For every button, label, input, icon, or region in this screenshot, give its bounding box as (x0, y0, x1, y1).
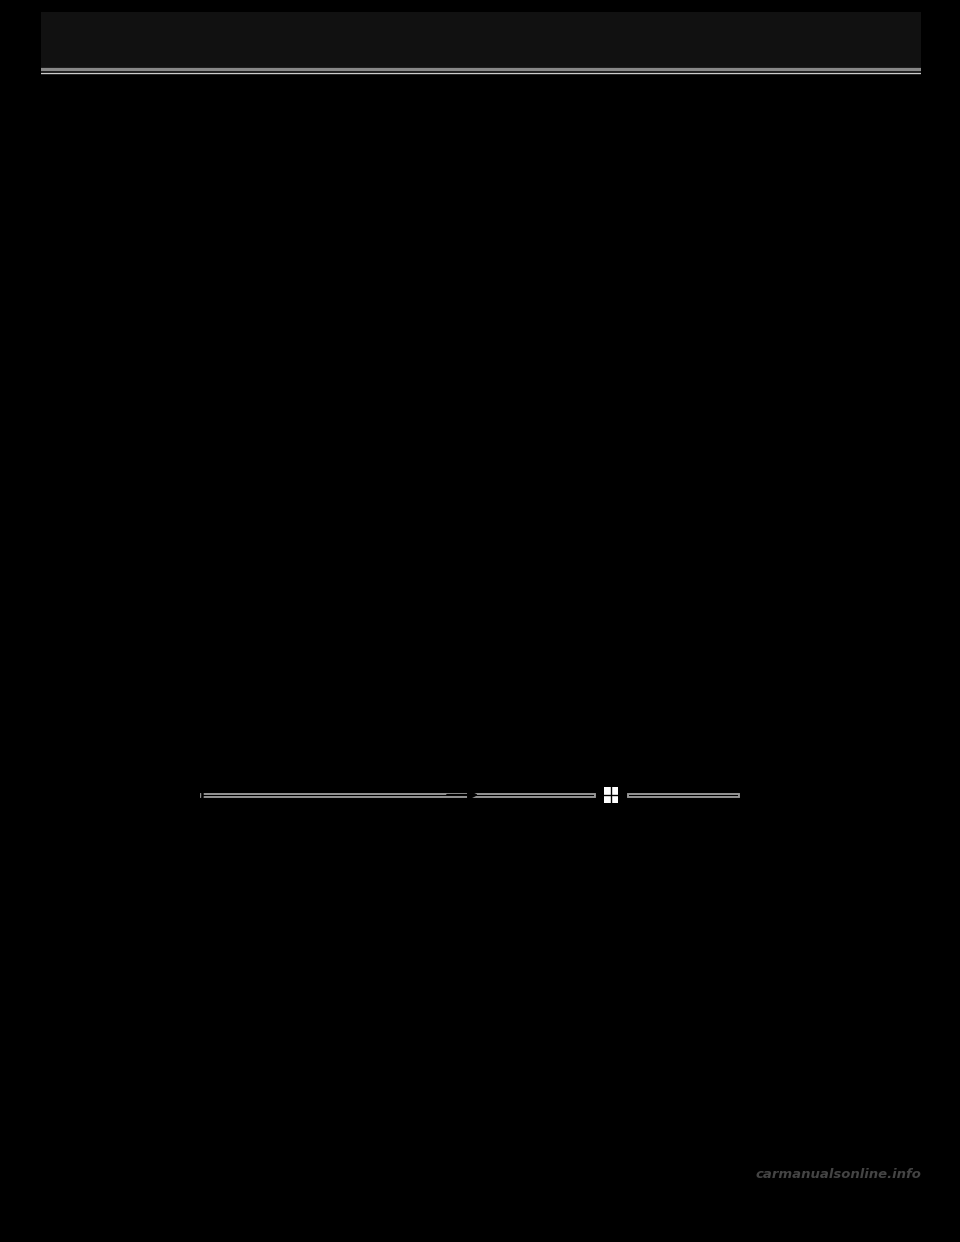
Text: •: • (122, 283, 131, 298)
Text: E34 - Touring 525i and 530i: E34 - Touring 525i and 530i (136, 313, 331, 327)
Text: Strut: Strut (485, 426, 521, 441)
Text: Strut: Strut (485, 1040, 521, 1054)
Text: Control valve: Control valve (597, 821, 694, 836)
Bar (41, 12, 921, 67)
Text: carmanualsonline.info: carmanualsonline.info (756, 1167, 922, 1181)
Text: The self-leveling suspension system is designed to maintain vehicle ride height : The self-leveling suspension system is d… (85, 184, 697, 217)
Text: This module pertains to the hydropneumatic rear suspension system with the engin: This module pertains to the hydropneumat… (85, 129, 721, 181)
Text: E32 - 735 iL, 740iL and 750iL: E32 - 735 iL, 740iL and 750iL (136, 283, 343, 297)
Bar (599, 782, 623, 807)
Text: Tandem pump: Tandem pump (145, 842, 249, 857)
Text: Pressure reservoir: Pressure reservoir (597, 838, 731, 853)
Text: •: • (122, 313, 131, 328)
Text: E38 - 740 iL and 750iL: E38 - 740 iL and 750iL (136, 344, 295, 358)
Text: Level Control Systems: Level Control Systems (85, 1163, 217, 1175)
Bar (605, 773, 617, 782)
Text: Hydropneumatic Rear Leveling System: Hydropneumatic Rear Leveling System (85, 102, 497, 120)
Text: Reservoir: Reservoir (129, 574, 198, 589)
Text: Pressure reservoir: Pressure reservoir (554, 710, 687, 725)
Text: •: • (122, 344, 131, 359)
Bar (604, 787, 618, 802)
Text: 4: 4 (85, 1148, 96, 1163)
Bar (605, 807, 617, 817)
Bar (512, 431, 527, 445)
Bar (512, 1046, 527, 1058)
Bar (132, 600, 220, 748)
Text: The system is fully hydraulic, utilizing a tandem oil pump to supply pressure to: The system is fully hydraulic, utilizing… (85, 219, 712, 252)
Text: The system is installed on:: The system is installed on: (85, 258, 276, 272)
